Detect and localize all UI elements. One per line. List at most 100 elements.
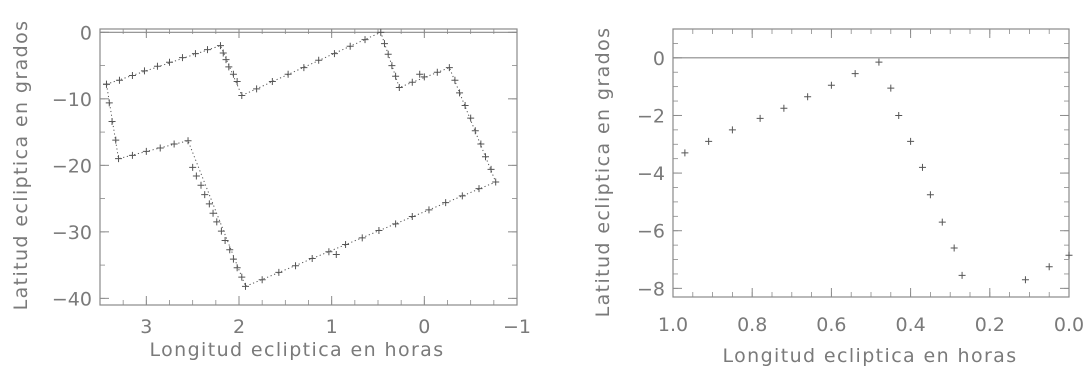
- data-point: [388, 62, 396, 70]
- data-point: [827, 81, 835, 89]
- data-point: [140, 67, 148, 75]
- y-axis-label: Latitud ecliptica en grados: [10, 20, 32, 311]
- data-point: [433, 68, 441, 76]
- y-tick-label: 0: [653, 48, 665, 70]
- data-point: [112, 136, 120, 144]
- data-point: [184, 137, 192, 145]
- data-point: [284, 70, 292, 78]
- y-tick-label: −30: [52, 222, 92, 244]
- data-point: [1021, 276, 1029, 284]
- data-point: [705, 137, 713, 145]
- data-point: [361, 36, 369, 44]
- data-point: [950, 244, 958, 252]
- data-point: [229, 70, 237, 78]
- data-point: [217, 227, 225, 235]
- x-tick-label: 2: [233, 316, 245, 338]
- data-point: [253, 85, 261, 93]
- data-point: [268, 78, 276, 86]
- data-point: [461, 101, 469, 109]
- data-point: [458, 192, 466, 200]
- data-point: [238, 92, 246, 100]
- data-point: [907, 137, 915, 145]
- data-point: [205, 200, 213, 208]
- data-point: [804, 93, 812, 101]
- data-point: [203, 46, 211, 54]
- data-point: [851, 70, 859, 78]
- x-tick-label: −1: [503, 316, 531, 338]
- chart-right: Latitud ecliptica en grados Longitud ecl…: [545, 0, 1091, 369]
- data-point: [178, 54, 186, 62]
- data-point: [487, 165, 495, 173]
- data-point: [445, 64, 453, 72]
- x-tick-label: 1.0: [658, 314, 688, 336]
- data-point: [128, 72, 136, 80]
- data-point: [681, 149, 689, 157]
- x-axis-label: Longitud ecliptica en horas: [722, 345, 1017, 367]
- y-tick-label: −8: [637, 278, 665, 300]
- data-point: [275, 268, 283, 276]
- data-point: [300, 64, 308, 72]
- data-point: [375, 227, 383, 235]
- data-point: [416, 70, 424, 78]
- data-point: [895, 111, 903, 119]
- data-point: [475, 185, 483, 193]
- data-point: [153, 62, 161, 70]
- data-point: [225, 63, 233, 71]
- boundary-outline: [106, 31, 497, 288]
- y-tick-label: −6: [637, 221, 665, 243]
- data-point: [938, 218, 946, 226]
- x-tick-label: 0: [418, 316, 430, 338]
- data-point: [213, 218, 221, 226]
- data-point: [191, 50, 199, 58]
- data-point: [728, 126, 736, 134]
- data-point: [392, 72, 400, 80]
- data-point: [756, 114, 764, 122]
- y-tick-label: −2: [637, 105, 665, 127]
- y-tick-label: −20: [52, 155, 92, 177]
- data-point: [197, 181, 205, 189]
- data-point: [330, 50, 338, 58]
- data-point: [221, 236, 229, 244]
- data-point: [292, 262, 300, 270]
- data-point: [325, 248, 333, 256]
- data-point: [408, 78, 416, 86]
- data-point: [108, 117, 116, 125]
- y-tick-label: 0: [80, 22, 92, 44]
- data-point: [105, 99, 113, 107]
- data-point: [201, 191, 209, 199]
- data-point: [395, 84, 403, 92]
- data-point: [451, 76, 459, 84]
- chart-left-svg: Latitud ecliptica en grados Longitud ecl…: [10, 20, 531, 361]
- data-point: [222, 56, 230, 64]
- x-axis-label: Longitud ecliptica en horas: [149, 339, 444, 361]
- data-point: [241, 282, 249, 290]
- data-point: [192, 172, 200, 180]
- chart-left: Latitud ecliptica en grados Longitud ecl…: [0, 0, 545, 369]
- data-point: [1065, 251, 1073, 259]
- data-point: [425, 206, 433, 214]
- data-point: [315, 56, 323, 64]
- data-point: [342, 240, 350, 248]
- data-point: [219, 49, 227, 57]
- x-tick-label: 0.0: [1054, 314, 1084, 336]
- data-point: [156, 144, 164, 152]
- data-point: [377, 28, 385, 36]
- data-point: [233, 78, 241, 86]
- data-point: [233, 264, 241, 272]
- data-point: [258, 276, 266, 284]
- data-point: [958, 271, 966, 279]
- data-point: [380, 40, 388, 48]
- x-tick-label: 3: [140, 316, 152, 338]
- data-point: [780, 104, 788, 112]
- y-axis-label: Latitud ecliptica en grados: [592, 27, 614, 318]
- plot-frame: [99, 28, 518, 306]
- data-point: [492, 178, 500, 186]
- y-tick-label: −40: [52, 288, 92, 310]
- data-point: [442, 199, 450, 207]
- data-point: [471, 127, 479, 135]
- y-tick-label: −10: [52, 89, 92, 111]
- data-point: [226, 246, 234, 254]
- data-point: [477, 140, 485, 148]
- chart-right-svg: Latitud ecliptica en grados Longitud ecl…: [592, 27, 1084, 367]
- data-point: [115, 155, 123, 163]
